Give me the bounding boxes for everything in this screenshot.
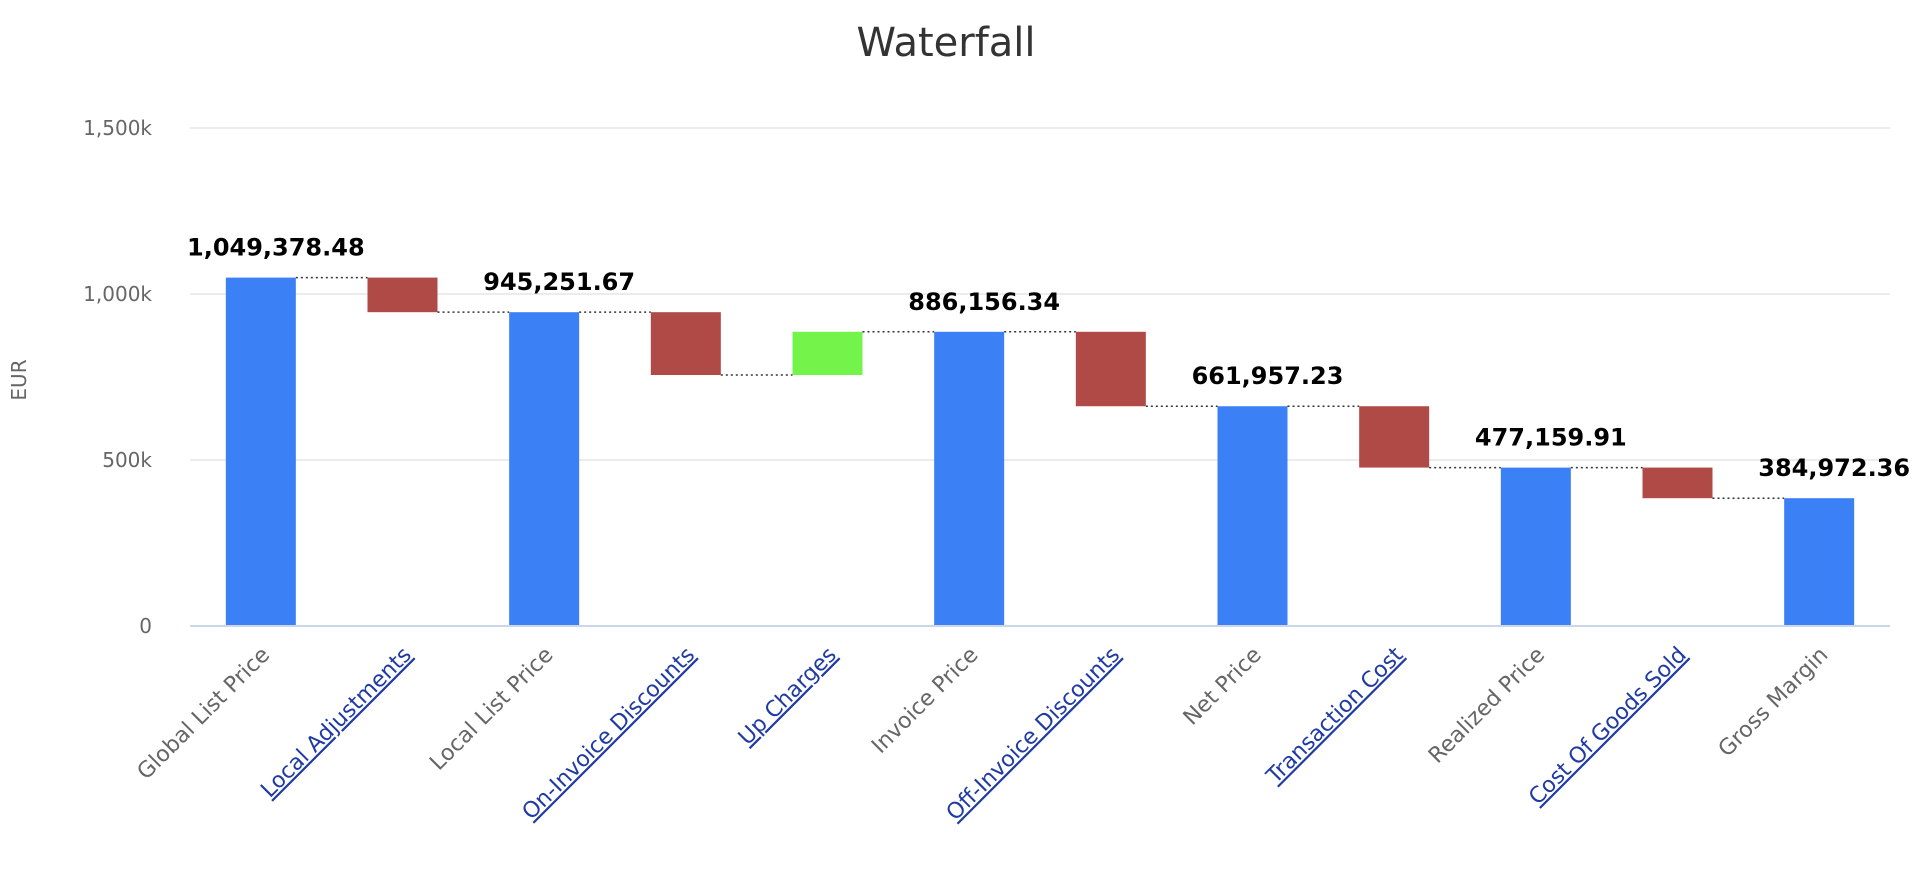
x-axis-label[interactable]: Cost Of Goods Sold <box>1524 643 1691 810</box>
bar-net-price[interactable] <box>1217 406 1288 626</box>
y-tick-label: 0 <box>139 614 152 638</box>
x-axis-label: Invoice Price <box>867 643 983 759</box>
bar-off-invoice-discounts[interactable] <box>1075 331 1146 407</box>
y-tick-label: 500k <box>102 448 152 472</box>
bars <box>225 277 1855 626</box>
connector-lines <box>295 276 1785 499</box>
bar-local-adjustments[interactable] <box>367 277 438 313</box>
bar-global-list-price[interactable] <box>225 277 296 626</box>
bar-on-invoice-discounts[interactable] <box>650 312 721 376</box>
y-tick-label: 1,000k <box>83 282 152 306</box>
bar-cost-of-goods-sold[interactable] <box>1642 467 1713 499</box>
bar-realized-price[interactable] <box>1500 467 1571 626</box>
data-label: 1,049,378.48 <box>187 234 365 262</box>
x-axis-label: Gross Margin <box>1714 643 1834 763</box>
gridlines <box>190 127 1890 461</box>
data-label: 384,972.36 <box>1758 454 1910 482</box>
chart-title: Waterfall <box>856 20 1035 66</box>
x-axis-label[interactable]: Transaction Cost <box>1261 642 1408 789</box>
bar-local-list-price[interactable] <box>509 312 580 626</box>
data-labels: 1,049,378.48 945,251.67 886,156.34 661,957.… <box>187 234 1910 483</box>
bar-transaction-cost[interactable] <box>1359 406 1430 468</box>
x-axis-label[interactable]: Up Charges <box>734 643 842 751</box>
x-axis-label[interactable]: Local Adjustments <box>256 643 416 803</box>
data-label: 945,251.67 <box>483 268 635 296</box>
data-label: 886,156.34 <box>908 288 1060 316</box>
y-tick-label: 1,500k <box>83 116 152 140</box>
x-axis-label: Global List Price <box>133 643 275 785</box>
data-label: 477,159.91 <box>1475 424 1627 452</box>
bar-invoice-price[interactable] <box>934 331 1005 626</box>
x-axis-label: Net Price <box>1179 643 1267 731</box>
bar-up-charges[interactable] <box>792 331 863 376</box>
y-axis-label: EUR <box>7 359 31 400</box>
data-label: 661,957.23 <box>1192 362 1344 390</box>
x-axis-label: Local List Price <box>425 643 558 776</box>
y-axis-ticks: 0 500k 1,000k 1,500k <box>83 116 152 638</box>
bar-gross-margin[interactable] <box>1784 498 1855 626</box>
x-axis-label: Realized Price <box>1424 643 1550 769</box>
